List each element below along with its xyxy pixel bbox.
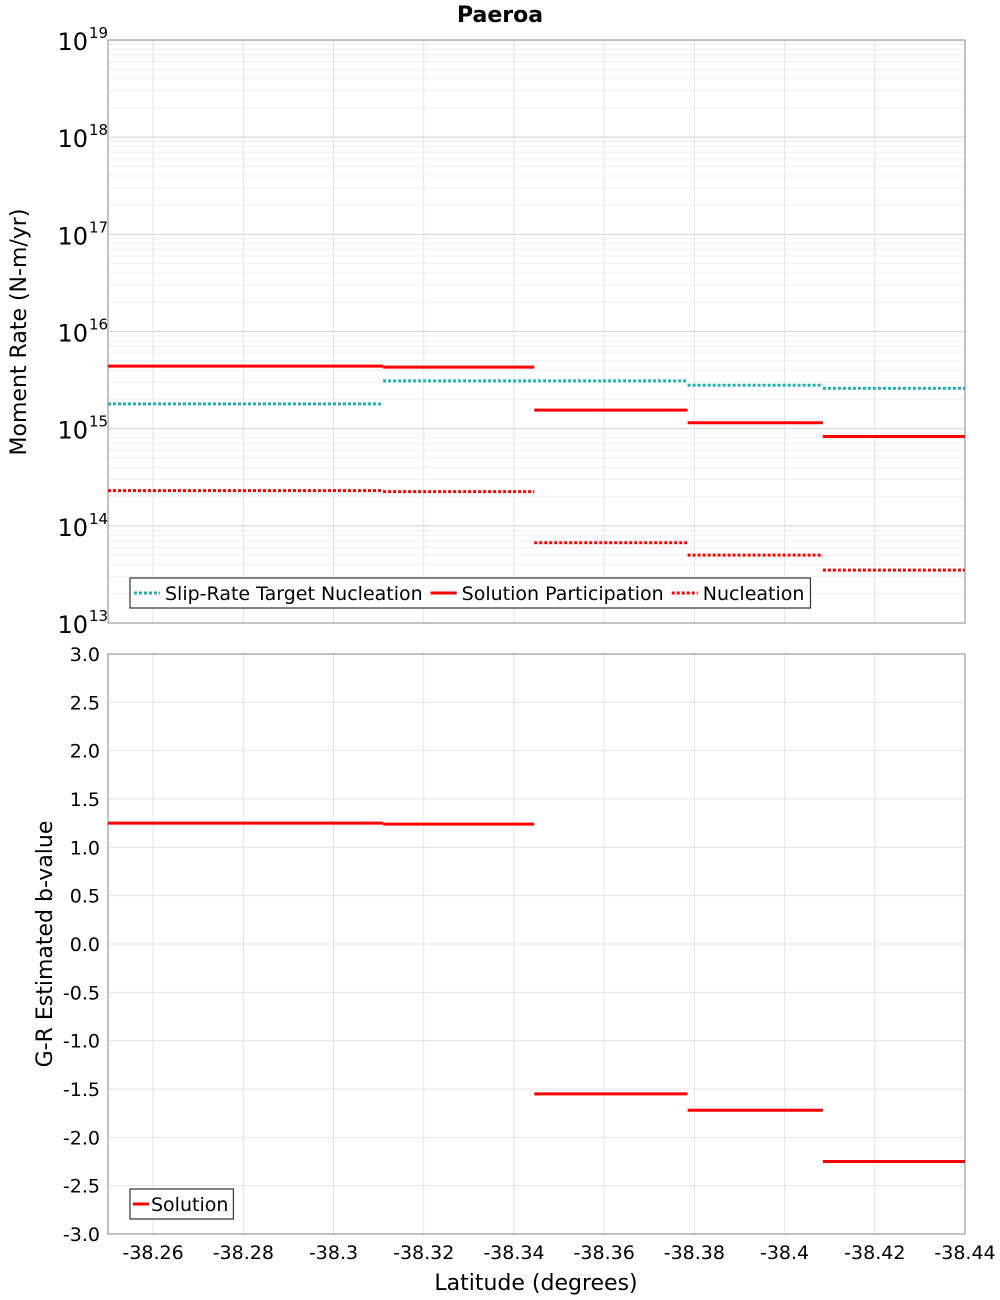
y-tick-base: 10 — [57, 514, 88, 542]
x-tick-label: -38.42 — [844, 1242, 905, 1264]
y-tick-label: 10 17 — [57, 218, 108, 250]
y-tick-label: 10 16 — [57, 316, 108, 348]
legend-label: Nucleation — [703, 583, 805, 605]
x-tick-label: -38.3 — [309, 1242, 358, 1264]
y-tick-label: 2.5 — [70, 692, 100, 714]
moment-rate-grid — [108, 39, 966, 624]
legend-label: Slip-Rate Target Nucleation — [165, 583, 423, 605]
y-tick-base: 10 — [57, 125, 88, 153]
y-tick-label: 10 15 — [57, 413, 108, 445]
y-tick-exponent: 19 — [89, 24, 108, 42]
b-value-series — [108, 821, 965, 1163]
x-tick-label: -38.4 — [760, 1242, 809, 1264]
b-value-plot-frame — [107, 653, 966, 1235]
x-tick-label: -38.34 — [483, 1242, 544, 1264]
latitude-x-axis-label: Latitude (degrees) — [434, 1271, 637, 1296]
y-tick-label: -3.0 — [63, 1224, 100, 1246]
y-tick-base: 10 — [57, 320, 88, 348]
y-tick-label: 3.0 — [70, 644, 100, 666]
b-value-legend: Solution — [129, 1188, 235, 1220]
y-tick-label: -2.0 — [63, 1127, 100, 1149]
y-tick-exponent: 16 — [89, 316, 108, 334]
x-tick-label: -38.28 — [213, 1242, 274, 1264]
moment-rate-legend: Slip-Rate Target Nucleation Solution Part… — [129, 577, 812, 609]
y-tick-base: 10 — [57, 417, 88, 445]
series-solution — [108, 821, 965, 1163]
y-tick-label: 0.5 — [70, 886, 100, 908]
latitude-x-ticks: -38.26 -38.28 -38.3 -38.32 -38.34 -38.36 -38.3… — [122, 1242, 995, 1264]
x-tick-label: -38.32 — [393, 1242, 454, 1264]
x-tick-label: -38.26 — [122, 1242, 183, 1264]
y-tick-label: 10 19 — [57, 24, 108, 56]
x-tick-label: -38.36 — [574, 1242, 635, 1264]
y-tick-exponent: 17 — [89, 218, 108, 236]
y-tick-label: -2.5 — [63, 1176, 100, 1198]
chart-title: Paeroa — [457, 3, 543, 28]
moment-rate-series — [108, 364, 965, 572]
series-slip-rate-target-nucleation — [108, 379, 965, 406]
y-tick-label: -0.5 — [63, 982, 100, 1004]
x-tick-label: -38.44 — [934, 1242, 995, 1264]
legend-label: Solution Participation — [462, 583, 664, 605]
moment-rate-y-axis-label: Moment Rate (N-m/yr) — [7, 209, 32, 456]
y-tick-base: 10 — [57, 611, 88, 639]
y-tick-exponent: 15 — [89, 413, 108, 431]
y-tick-label: 2.0 — [70, 741, 100, 763]
y-tick-base: 10 — [57, 222, 88, 250]
y-tick-exponent: 14 — [89, 510, 108, 528]
series-nucleation — [108, 489, 965, 572]
y-tick-label: -1.0 — [63, 1031, 100, 1053]
y-tick-label: -1.5 — [63, 1079, 100, 1101]
y-tick-exponent: 13 — [89, 607, 108, 625]
y-tick-label: 1.5 — [70, 789, 100, 811]
b-value-panel: -3.0 -2.5 -2.0 -1.5 -1.0 -0.5 0.0 0.5 1.0 1.5 2.0 2… — [33, 644, 996, 1296]
y-tick-label: 10 13 — [57, 607, 108, 639]
y-tick-exponent: 18 — [89, 121, 108, 139]
y-tick-label: 0.0 — [70, 934, 100, 956]
legend-label: Solution — [151, 1194, 228, 1216]
y-tick-label: 1.0 — [70, 837, 100, 859]
b-value-y-axis-label: G-R Estimated b-value — [33, 821, 58, 1068]
series-solution-participation — [108, 364, 965, 439]
b-value-y-ticks: -3.0 -2.5 -2.0 -1.5 -1.0 -0.5 0.0 0.5 1.0 1.5 2.0 2… — [63, 644, 100, 1246]
x-tick-label: -38.38 — [664, 1242, 725, 1264]
y-tick-label: 10 14 — [57, 510, 108, 542]
y-tick-label: 10 18 — [57, 121, 108, 153]
y-tick-base: 10 — [57, 28, 88, 56]
moment-rate-plot-frame — [107, 39, 966, 624]
